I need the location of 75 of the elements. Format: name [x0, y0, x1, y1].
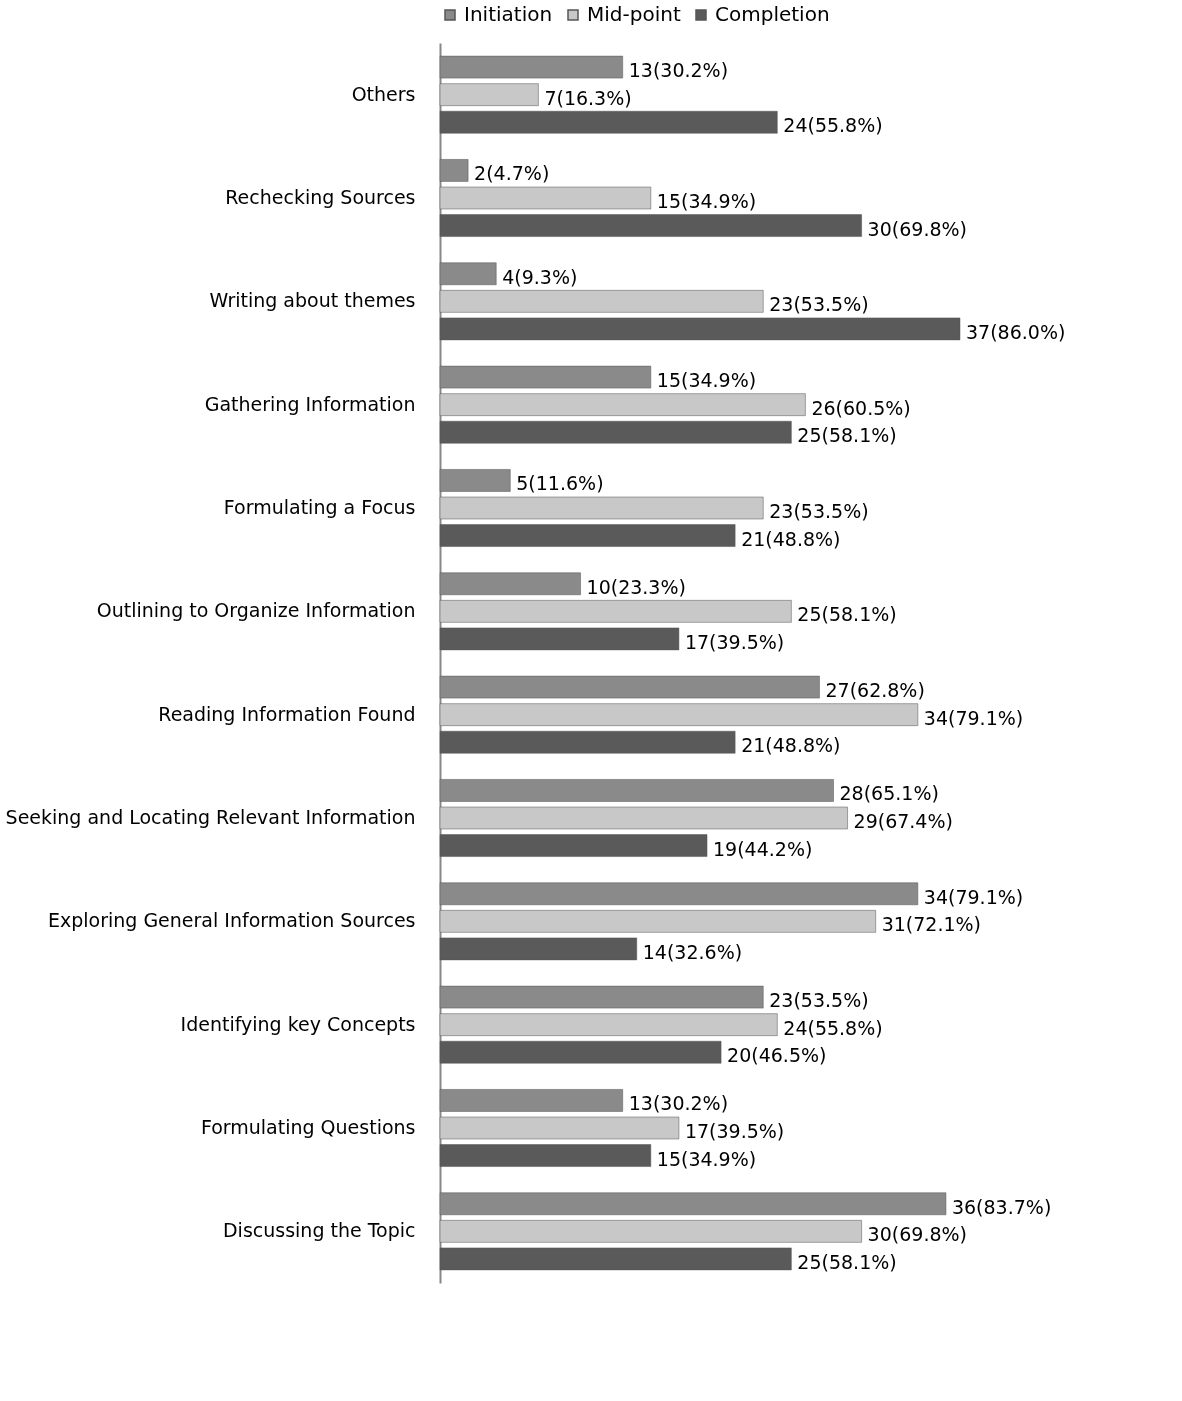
data-label: 36(83.7%) — [951, 1195, 1052, 1218]
data-label: 23(53.5%) — [769, 500, 869, 522]
y-tick-label: Gathering Information — [204, 392, 416, 415]
data-label: 23(53.5%) — [769, 293, 869, 316]
legend-label: Initiation — [464, 2, 553, 26]
y-tick-label: Writing about themes — [209, 289, 416, 312]
bar — [439, 730, 736, 754]
data-label: 24(55.8%) — [783, 114, 883, 137]
bar — [439, 937, 638, 961]
data-label: 25(58.1%) — [797, 1250, 897, 1273]
y-tick-label: Rechecking Sources — [225, 186, 416, 208]
bar — [439, 806, 848, 830]
data-label: 25(58.1%) — [797, 424, 897, 447]
data-label: 30(69.8%) — [867, 217, 967, 240]
legend-label: Completion — [715, 2, 830, 26]
data-label: 21(48.8%) — [741, 734, 841, 757]
data-label: 15(34.9%) — [656, 1147, 757, 1170]
data-label: 13(30.2%) — [628, 59, 729, 82]
data-label: 4(9.3%) — [502, 265, 578, 288]
y-tick-label: Identifying key Concepts — [180, 1012, 416, 1035]
data-label: 19(44.2%) — [713, 837, 813, 860]
data-label: 10(23.3%) — [586, 575, 686, 598]
data-label: 34(79.1%) — [923, 706, 1024, 729]
bar — [439, 496, 764, 520]
y-tick-label: Formulating Questions — [200, 1116, 416, 1138]
bar — [439, 214, 862, 237]
data-label: 5(11.6%) — [516, 472, 604, 495]
bar — [439, 703, 919, 726]
data-label: 25(58.1%) — [797, 603, 897, 626]
data-label: 17(39.5%) — [684, 1120, 785, 1142]
bar — [439, 627, 680, 651]
data-label: 23(53.5%) — [769, 989, 869, 1012]
y-tick-label: Exploring General Information Sources — [47, 909, 416, 932]
bar — [439, 1040, 722, 1064]
bar — [439, 1013, 778, 1036]
data-label: 20(46.5%) — [727, 1044, 827, 1067]
y-tick-label: Seeking and Locating Relevant Information — [5, 806, 416, 828]
data-label: 28(65.1%) — [839, 782, 939, 805]
data-label: 13(30.2%) — [628, 1092, 729, 1115]
data-label: 15(34.9%) — [656, 190, 757, 212]
legend-label: Mid-point — [587, 2, 681, 26]
data-label: 21(48.8%) — [741, 527, 841, 550]
bar — [439, 110, 778, 134]
bar — [439, 1144, 652, 1167]
data-label: 37(86.0%) — [966, 320, 1066, 343]
y-tick-label: Others — [351, 82, 416, 105]
bar — [439, 393, 806, 416]
data-label: 7(16.3%) — [544, 86, 632, 109]
data-label: 17(39.5%) — [684, 630, 785, 653]
bar — [439, 600, 792, 623]
bar — [439, 910, 876, 933]
data-label: 34(79.1%) — [923, 885, 1024, 908]
bar — [439, 1116, 680, 1140]
y-tick-label: Discussing the Topic — [222, 1219, 416, 1242]
y-tick-label: Outlining to Organize Information — [96, 599, 416, 622]
bar — [439, 420, 792, 444]
bar — [439, 317, 961, 341]
bar — [439, 834, 708, 857]
data-label: 26(60.5%) — [811, 396, 911, 419]
y-tick-label: Formulating a Focus — [223, 496, 416, 518]
bar — [439, 1247, 792, 1271]
data-label: 27(62.8%) — [825, 679, 925, 702]
data-label: 29(67.4%) — [853, 810, 953, 832]
data-label: 14(32.6%) — [642, 940, 743, 963]
data-label: 30(69.8%) — [867, 1223, 967, 1246]
data-label: 15(34.9%) — [656, 369, 757, 392]
y-tick-label: Reading Information Found — [158, 702, 416, 725]
bar — [439, 1220, 862, 1243]
data-label: 31(72.1%) — [881, 913, 982, 936]
bar — [439, 524, 736, 547]
data-label: 2(4.7%) — [474, 162, 550, 185]
bar — [439, 290, 764, 313]
bar — [439, 83, 539, 106]
data-label: 24(55.8%) — [783, 1016, 883, 1039]
bar — [439, 186, 652, 210]
